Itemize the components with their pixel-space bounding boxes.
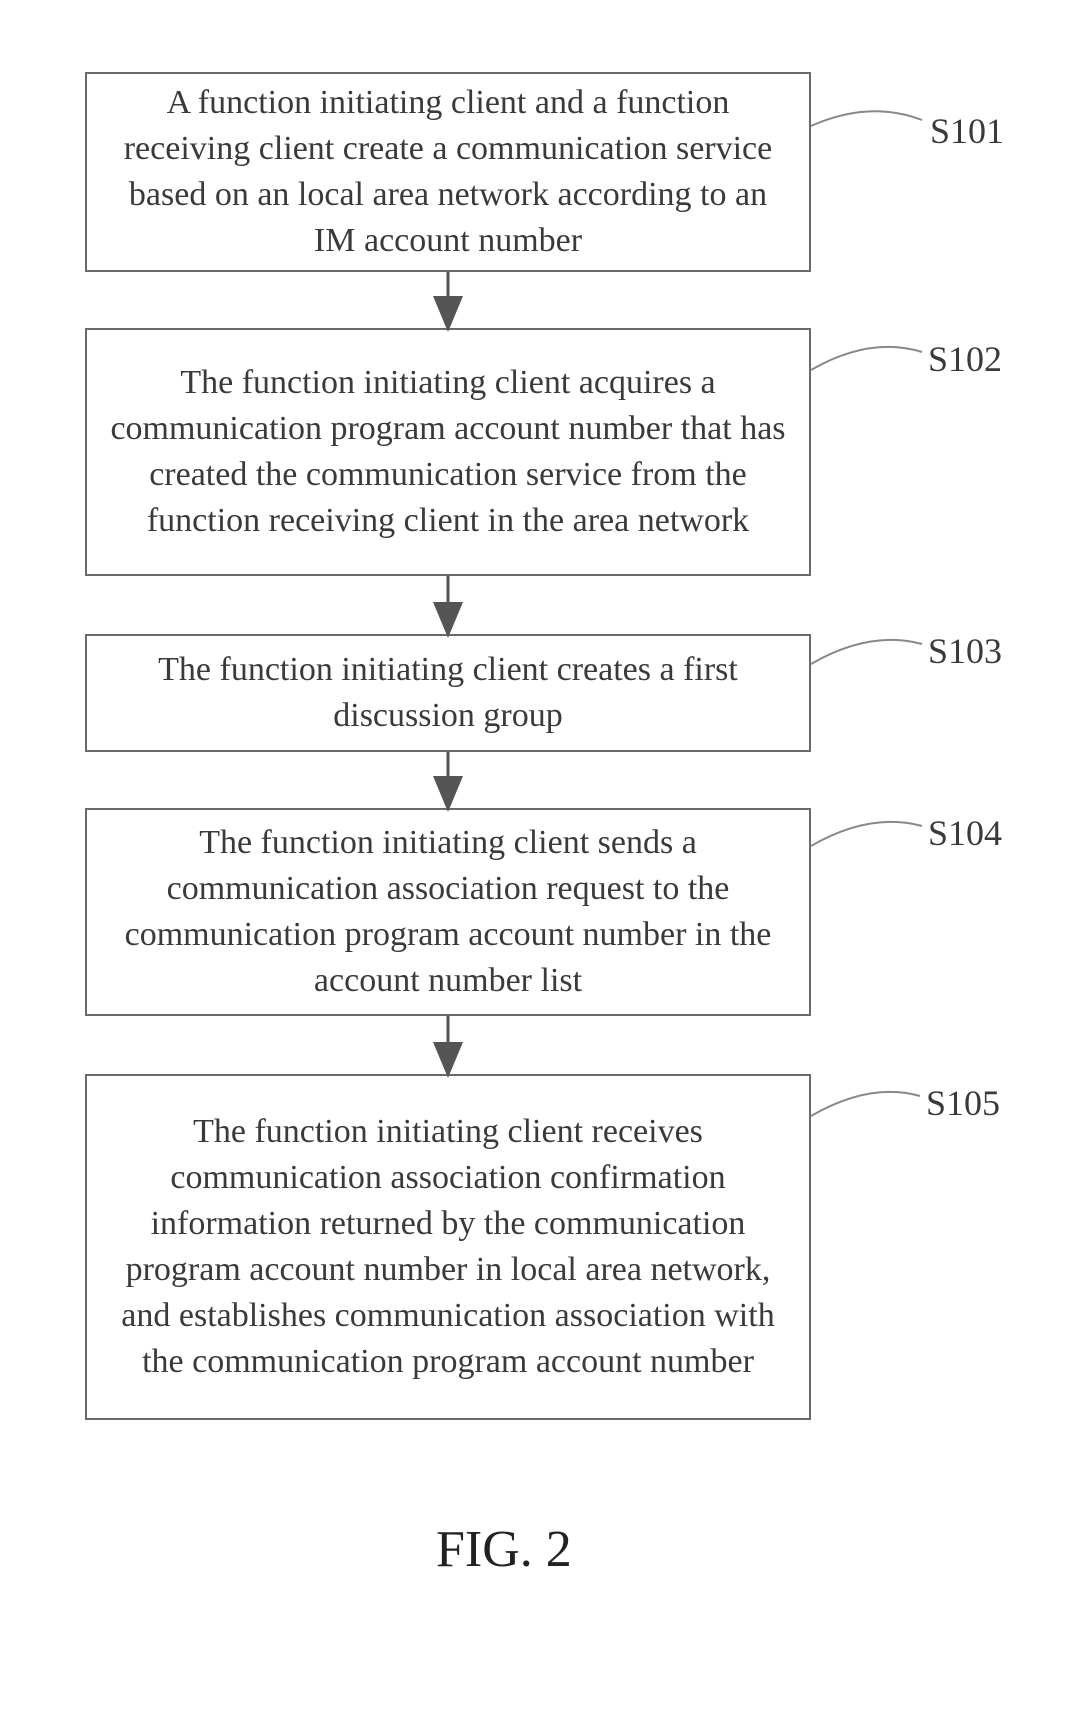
step-label-s101: S101	[930, 110, 1004, 152]
flow-step-s102: The function initiating client acquires …	[85, 328, 811, 576]
flow-step-s103-text: The function initiating client creates a…	[107, 647, 789, 739]
flow-step-s101-text: A function initiating client and a funct…	[107, 80, 789, 264]
flow-step-s101: A function initiating client and a funct…	[85, 72, 811, 272]
flowchart-canvas: { "layout": { "canvas": { "width": 1092,…	[0, 0, 1092, 1716]
flow-step-s105: The function initiating client receives …	[85, 1074, 811, 1420]
step-label-s103: S103	[928, 630, 1002, 672]
flow-step-s105-text: The function initiating client receives …	[107, 1109, 789, 1384]
flow-step-s104-text: The function initiating client sends a c…	[107, 820, 789, 1004]
step-label-s104: S104	[928, 812, 1002, 854]
step-label-s102: S102	[928, 338, 1002, 380]
step-label-s105: S105	[926, 1082, 1000, 1124]
figure-caption: FIG. 2	[436, 1520, 572, 1579]
flow-step-s104: The function initiating client sends a c…	[85, 808, 811, 1016]
flow-step-s102-text: The function initiating client acquires …	[107, 360, 789, 544]
flow-step-s103: The function initiating client creates a…	[85, 634, 811, 752]
